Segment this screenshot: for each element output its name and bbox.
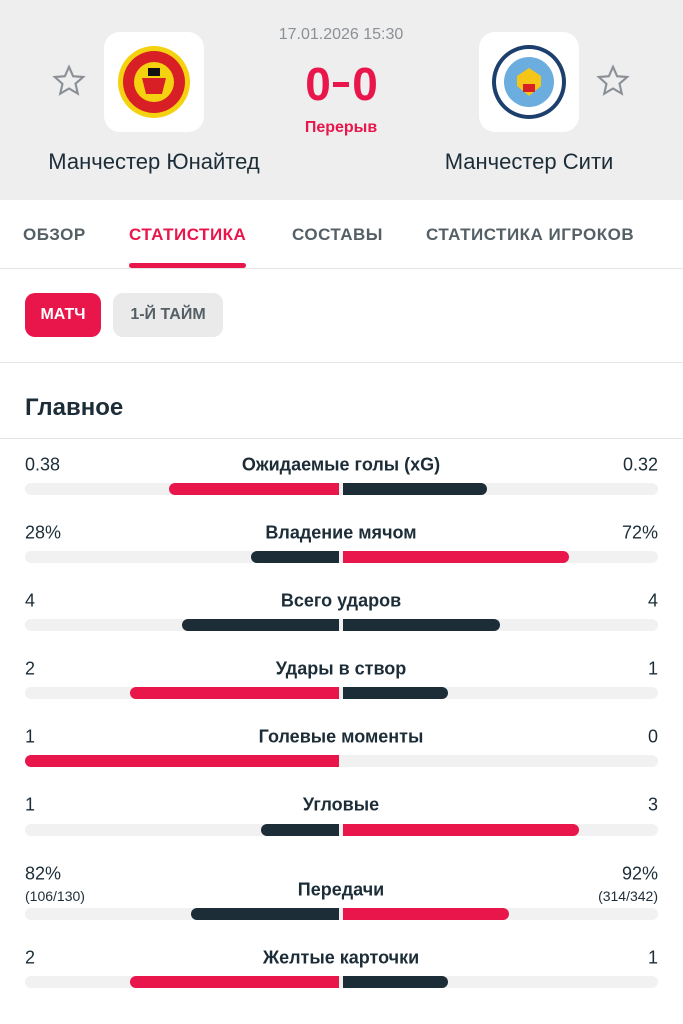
home-value: 1 — [25, 726, 36, 747]
stat-name: Голевые моменты — [258, 726, 424, 747]
period-pill[interactable]: 1-Й ТАЙМ — [113, 293, 223, 337]
match-datetime: 17.01.2026 15:30 — [278, 26, 404, 43]
away-value: 4 — [647, 590, 658, 611]
divider — [0, 268, 683, 269]
match-status: Перерыв — [304, 119, 378, 136]
home-value: 2 — [25, 947, 36, 968]
away-bar — [343, 551, 570, 563]
crest — [492, 45, 566, 119]
stat-name: Желтые карточки — [262, 947, 420, 968]
home-bar — [182, 619, 339, 631]
away-value: 1 — [647, 658, 658, 679]
away-bar — [343, 619, 500, 631]
home-value: 0.38 — [25, 454, 61, 475]
home-logo[interactable] — [104, 32, 204, 132]
favorite-star[interactable] — [52, 64, 86, 98]
home-value: 4 — [25, 590, 36, 611]
stat-name: Угловые — [302, 794, 380, 815]
stat-name: Удары в створ — [275, 658, 407, 679]
home-value: 2 — [25, 658, 36, 679]
away-value: 3 — [647, 794, 658, 815]
bar-track — [25, 976, 658, 988]
divider — [0, 362, 683, 363]
away-bar — [343, 483, 487, 495]
home-bar — [129, 687, 339, 699]
home-detail: (106/130) — [25, 888, 85, 904]
home-bar — [260, 824, 339, 836]
bar-track — [25, 483, 658, 495]
away-bar — [343, 976, 448, 988]
away-logo[interactable] — [479, 32, 579, 132]
home-bar — [168, 483, 339, 495]
away-score: 0 — [352, 58, 378, 110]
period-pill[interactable]: МАТЧ — [25, 293, 101, 337]
bar-track — [25, 687, 658, 699]
away-bar — [343, 687, 448, 699]
stat-name: Ожидаемые голы (xG) — [241, 454, 441, 475]
away-value: 72% — [621, 522, 658, 543]
home-bar — [251, 551, 339, 563]
away-value: 1 — [647, 947, 658, 968]
home-score: 0 — [305, 58, 331, 110]
active-tab-indicator — [129, 263, 246, 268]
tab[interactable]: СОСТАВЫ — [292, 225, 383, 244]
home-bar — [129, 976, 339, 988]
home-value: 28% — [25, 522, 62, 543]
away-value: 92% — [621, 863, 658, 884]
score-separator — [333, 82, 349, 87]
crest — [118, 46, 190, 118]
section-title: Главное — [25, 394, 124, 421]
tab[interactable]: СТАТИСТИКА ИГРОКОВ — [426, 225, 635, 244]
tab[interactable]: СТАТИСТИКА — [129, 225, 247, 244]
tab[interactable]: ОБЗОР — [23, 225, 86, 244]
away-value: 0 — [647, 726, 658, 747]
home-value: 1 — [25, 794, 36, 815]
stat-name: Владение мячом — [265, 522, 417, 543]
home-bar — [25, 755, 339, 767]
away-team-name: Манчестер Сити — [444, 149, 614, 174]
home-team-name: Манчестер Юнайтед — [48, 149, 260, 174]
stat-name: Всего ударов — [280, 590, 402, 611]
divider — [0, 438, 683, 439]
away-bar — [343, 824, 579, 836]
bar-track — [25, 619, 658, 631]
favorite-star[interactable] — [596, 64, 630, 98]
bar-track — [25, 908, 658, 920]
home-value: 82% — [25, 863, 62, 884]
away-detail: (314/342) — [598, 888, 658, 904]
away-bar — [343, 908, 510, 920]
home-bar — [191, 908, 339, 920]
stat-name: Передачи — [297, 879, 385, 900]
away-value: 0.32 — [622, 454, 658, 475]
